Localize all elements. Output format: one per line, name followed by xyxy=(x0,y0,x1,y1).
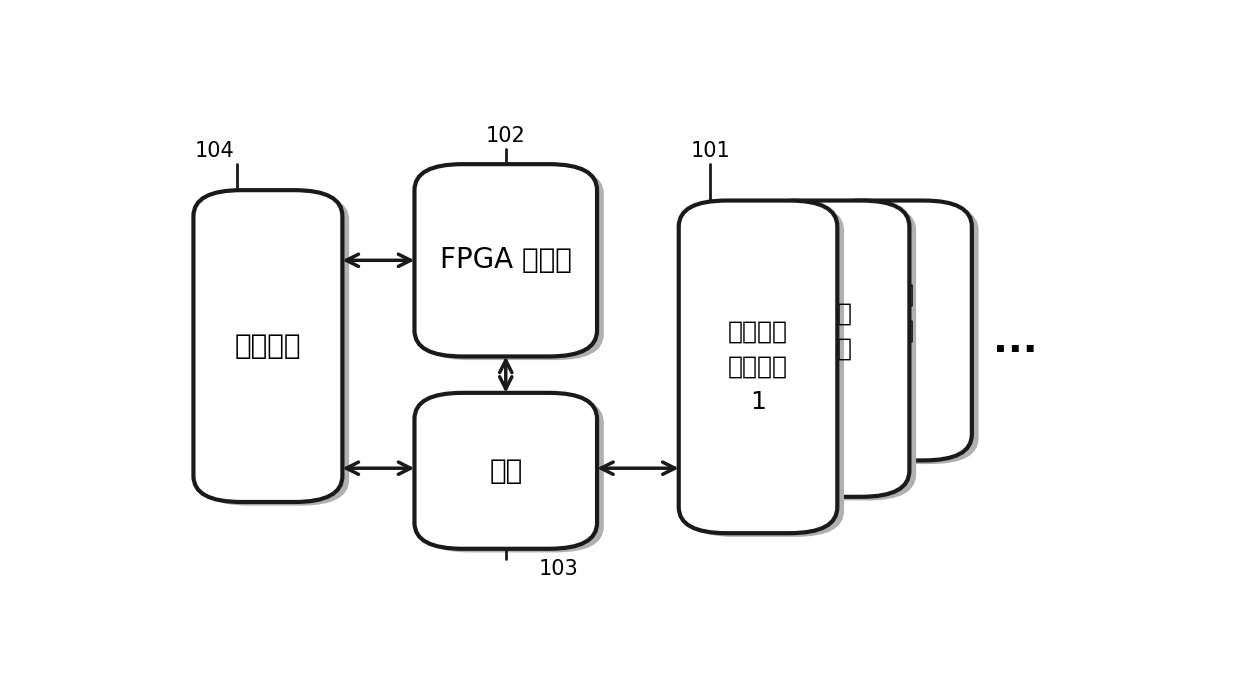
FancyBboxPatch shape xyxy=(200,194,350,506)
FancyBboxPatch shape xyxy=(758,204,916,500)
FancyBboxPatch shape xyxy=(193,190,342,502)
FancyBboxPatch shape xyxy=(678,200,837,533)
FancyBboxPatch shape xyxy=(422,168,604,360)
Text: 被测电子
标签芯片
1: 被测电子 标签芯片 1 xyxy=(728,319,789,414)
FancyBboxPatch shape xyxy=(414,164,596,356)
Text: 104: 104 xyxy=(195,141,234,161)
Text: 103: 103 xyxy=(538,558,579,578)
FancyBboxPatch shape xyxy=(751,200,909,497)
FancyBboxPatch shape xyxy=(813,200,972,460)
Text: ...: ... xyxy=(993,322,1038,360)
Text: 101: 101 xyxy=(691,141,730,161)
FancyBboxPatch shape xyxy=(414,393,596,549)
Text: 102: 102 xyxy=(486,126,526,146)
Text: FPGA 测试板: FPGA 测试板 xyxy=(440,246,572,274)
Text: 测试设备: 测试设备 xyxy=(234,332,301,360)
Text: 测电子
签芯片
3: 测电子 签芯片 3 xyxy=(870,283,915,378)
FancyBboxPatch shape xyxy=(820,204,978,464)
Text: 测电子
签芯片
2: 测电子 签芯片 2 xyxy=(807,301,853,396)
FancyBboxPatch shape xyxy=(422,396,604,552)
Text: 探卡: 探卡 xyxy=(489,457,522,485)
FancyBboxPatch shape xyxy=(686,204,844,537)
